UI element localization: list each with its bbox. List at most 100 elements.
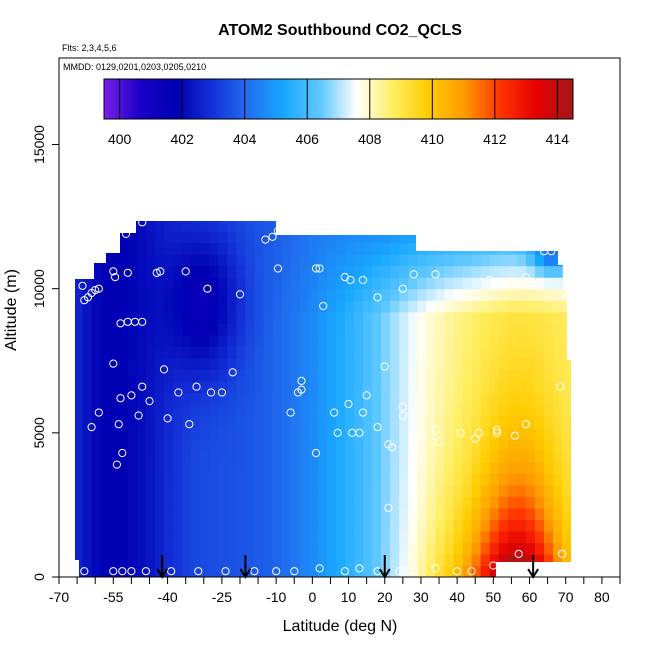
x-tick-label: 0: [308, 589, 316, 605]
heatmap-cell: [444, 496, 455, 509]
heatmap-cell: [498, 484, 509, 497]
heatmap-cell: [109, 242, 120, 255]
heatmap-cell: [562, 380, 571, 394]
heatmap-cell: [471, 530, 482, 543]
heatmap-cell: [109, 346, 120, 359]
heatmap-cell: [254, 461, 265, 474]
heatmap-cell: [191, 221, 201, 232]
heatmap-cell: [517, 208, 527, 220]
heatmap-cell: [444, 254, 455, 267]
sample-point: [94, 284, 103, 293]
heatmap-cell: [571, 300, 581, 312]
heatmap-cell: [109, 254, 120, 267]
sample-point: [78, 281, 87, 290]
heatmap-cell: [399, 357, 409, 370]
heatmap-cell: [173, 208, 183, 220]
heatmap-cell: [136, 231, 147, 244]
heatmap-cell: [553, 323, 563, 336]
sample-point: [221, 567, 230, 576]
heatmap-cell: [525, 404, 536, 417]
heatmap-cell: [399, 334, 409, 347]
heatmap-cell: [543, 254, 554, 267]
heatmap-cell: [444, 392, 455, 405]
heatmap-cell: [444, 415, 455, 428]
heatmap-cell: [82, 265, 93, 278]
heatmap-cell: [263, 357, 274, 370]
heatmap-cell: [272, 392, 283, 405]
heatmap-cell: [191, 427, 201, 440]
heatmap-cell: [75, 519, 84, 532]
heatmap-cell: [507, 277, 518, 290]
heatmap-cell: [408, 288, 418, 301]
heatmap-cell: [245, 231, 256, 244]
heatmap-cell: [281, 473, 292, 486]
heatmap-cell: [245, 254, 256, 267]
y-tick-label: 5000: [31, 417, 47, 448]
heatmap-cell: [118, 438, 129, 451]
heatmap-cell: [489, 311, 500, 324]
sample-point: [387, 443, 397, 452]
heatmap-cell: [127, 427, 138, 440]
heatmap-cell: [173, 357, 183, 370]
heatmap-cell: [326, 242, 337, 255]
heatmap-cell: [145, 461, 156, 474]
heatmap-cell: [571, 277, 581, 289]
heatmap-cell: [109, 519, 120, 532]
heatmap-cell: [399, 392, 409, 405]
heatmap-cell: [372, 415, 382, 428]
heatmap-cell: [236, 427, 246, 440]
heatmap-cell: [562, 221, 571, 232]
heatmap-cell: [154, 254, 165, 267]
heatmap-cell: [417, 519, 427, 532]
heatmap-cell: [462, 553, 473, 567]
sample-point: [152, 268, 161, 277]
sample-point: [409, 567, 418, 576]
heatmap-cell: [91, 357, 102, 370]
heatmap-cell: [145, 254, 156, 267]
sample-point: [297, 385, 306, 394]
heatmap-cell: [381, 311, 391, 324]
heatmap-cell: [290, 450, 301, 463]
heatmap-cell: [100, 277, 111, 290]
heatmap-cell: [516, 288, 527, 301]
heatmap-cell: [426, 208, 436, 220]
heatmap-cell: [109, 473, 120, 486]
heatmap-cell: [507, 553, 518, 567]
heatmap-cell: [335, 334, 346, 347]
heatmap-cell: [444, 277, 455, 290]
heatmap-cell: [326, 553, 337, 567]
heatmap-cell: [218, 323, 228, 336]
heatmap-cell: [191, 553, 201, 567]
heatmap-cell: [525, 415, 536, 428]
heatmap-cell: [344, 380, 355, 394]
heatmap-cell: [426, 415, 437, 428]
heatmap-cell: [444, 288, 455, 301]
heatmap-cell: [543, 461, 554, 474]
heatmap-cell: [75, 242, 84, 255]
heatmap-cell: [344, 507, 355, 520]
heatmap-cell: [571, 346, 581, 358]
sample-point: [384, 503, 393, 512]
heatmap-cell: [344, 461, 355, 474]
heatmap-cell: [82, 357, 93, 370]
heatmap-cell: [571, 358, 581, 370]
heatmap-cell: [489, 277, 500, 290]
heatmap-cell: [100, 311, 111, 324]
heatmap-cell: [317, 300, 328, 313]
heatmap-cell: [390, 288, 400, 301]
heatmap-cell: [353, 311, 364, 324]
heatmap-cell: [562, 530, 571, 543]
heatmap-cell: [417, 438, 427, 451]
heatmap-cell: [399, 553, 409, 567]
heatmap-cell: [154, 392, 165, 405]
heatmap-cell: [571, 369, 581, 381]
heatmap-cell: [73, 208, 83, 220]
heatmap-cell: [399, 530, 409, 543]
heatmap-cell: [444, 565, 455, 577]
heatmap-cell: [317, 346, 328, 359]
heatmap-cell: [344, 242, 355, 255]
heatmap-cell: [444, 357, 455, 370]
heatmap-cell: [381, 450, 391, 463]
heatmap-cell: [471, 300, 482, 313]
heatmap-cell: [489, 565, 500, 577]
